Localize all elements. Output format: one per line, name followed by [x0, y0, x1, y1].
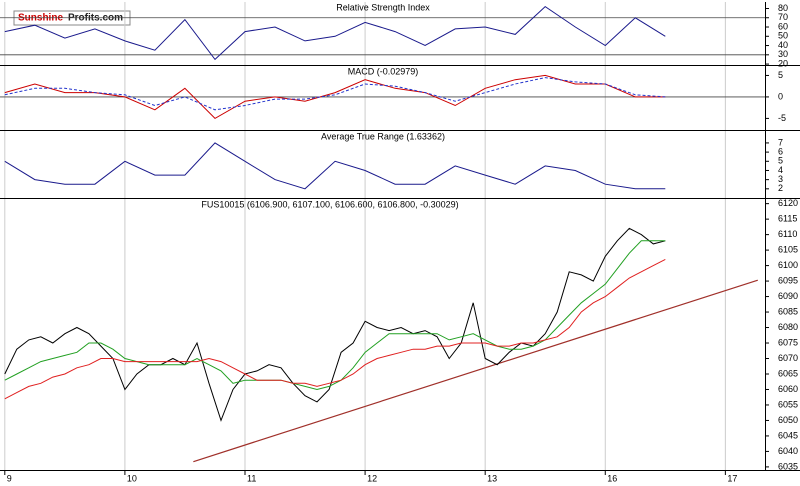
series-line [4, 77, 666, 111]
y-tick-label: 70 [778, 12, 788, 22]
y-tick-label: 6095 [778, 275, 798, 285]
series-line [4, 142, 666, 190]
y-tick-label: 6055 [778, 399, 798, 409]
series-line [4, 74, 666, 120]
y-tick-label: 6075 [778, 337, 798, 347]
y-tick-label: 6065 [778, 368, 798, 378]
panel-title: FUS10015 (6106.900, 6107.100, 6106.600, … [201, 199, 458, 209]
x-tick-label: 17 [727, 473, 737, 483]
x-tick-label: 13 [487, 473, 497, 483]
panel-title: Average True Range (1.63362) [321, 131, 445, 141]
y-tick-label: 80 [778, 3, 788, 13]
x-tick-label: 10 [127, 473, 137, 483]
y-tick-label: 6070 [778, 353, 798, 363]
y-tick-label: -5 [778, 113, 786, 123]
y-tick-label: 6035 [778, 461, 798, 471]
y-tick-label: 0 [778, 91, 783, 101]
trendline [193, 279, 758, 463]
y-tick-label: 5 [778, 156, 783, 166]
y-tick-label: 7 [778, 137, 783, 147]
y-tick-label: 6115 [778, 214, 797, 224]
y-tick-label: 6090 [778, 291, 798, 301]
y-tick-label: 60 [778, 21, 788, 31]
y-tick-label: 30 [778, 49, 788, 59]
x-tick-label: 11 [247, 473, 256, 483]
y-tick-label: 4 [778, 165, 783, 175]
x-tick-label: 16 [607, 473, 617, 483]
y-tick-label: 40 [778, 40, 788, 50]
y-tick-label: 6120 [778, 198, 798, 208]
y-tick-label: 5 [778, 70, 783, 80]
series-line [4, 227, 666, 422]
series-line [4, 258, 666, 400]
y-tick-label: 6060 [778, 384, 798, 394]
x-tick-label: 9 [7, 473, 12, 483]
y-tick-label: 6 [778, 146, 783, 156]
y-tick-label: 6110 [778, 229, 797, 239]
series-line [4, 5, 666, 61]
y-tick-label: 3 [778, 174, 783, 184]
panel-title: MACD (-0.02979) [348, 66, 419, 76]
x-tick-label: 12 [367, 473, 377, 483]
series-line [4, 240, 666, 391]
y-tick-label: 6080 [778, 322, 798, 332]
y-tick-label: 6085 [778, 306, 798, 316]
y-tick-label: 6100 [778, 260, 798, 270]
y-tick-label: 2 [778, 183, 783, 193]
y-tick-label: 50 [778, 31, 788, 41]
y-tick-label: 20 [778, 58, 788, 68]
y-tick-label: 6045 [778, 430, 798, 440]
y-tick-label: 6050 [778, 415, 798, 425]
y-tick-label: 6105 [778, 244, 798, 254]
panel-title: Relative Strength Index [336, 2, 430, 12]
y-tick-label: 6040 [778, 446, 798, 456]
